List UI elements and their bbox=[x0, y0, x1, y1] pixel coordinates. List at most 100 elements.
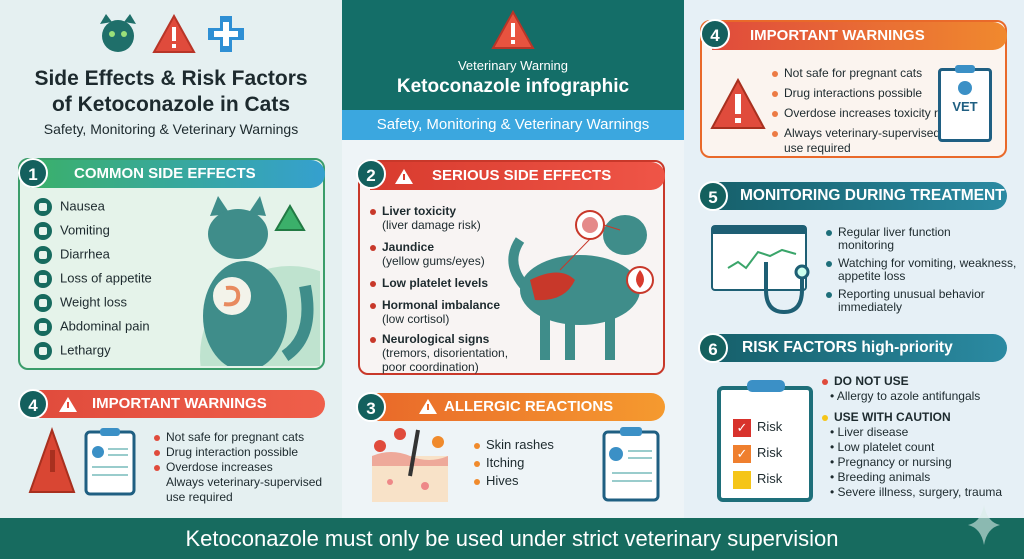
warnings-right-list: Not safe for pregnant cats Drug interact… bbox=[772, 66, 953, 156]
lying-cat-icon bbox=[34, 342, 52, 360]
center-title: Ketoconazole infographic bbox=[396, 76, 630, 97]
stomach-icon bbox=[34, 198, 52, 216]
warning-icon bbox=[419, 399, 437, 414]
common-side-effects-card: COMMON SIDE EFFECTS Nausea Vomiting Diar… bbox=[18, 158, 325, 370]
list-item: Reporting unusual behavior immediately bbox=[826, 288, 1016, 314]
card-title: IMPORTANT WARNINGS bbox=[712, 22, 1007, 50]
list-item: Always veterinary-supervised bbox=[772, 126, 953, 141]
food-bowl-icon bbox=[34, 270, 52, 288]
warning-icon bbox=[395, 169, 413, 184]
list-item: Weight loss bbox=[34, 294, 152, 318]
title-line-1: Side Effects & Risk Factors bbox=[34, 67, 308, 90]
center-subtitle: Safety, Monitoring & Veterinary Warnings bbox=[342, 110, 684, 140]
important-warnings-left-title: IMPORTANT WARNINGS bbox=[30, 390, 325, 418]
monitor-icon bbox=[711, 225, 807, 291]
list-item: use required bbox=[784, 141, 851, 155]
scale-icon bbox=[34, 294, 52, 312]
list-item: Drug interactions possible bbox=[772, 86, 953, 101]
card-title: SERIOUS SIDE EFFECTS bbox=[370, 162, 665, 190]
page-title: Side Effects & Risk Factors of Ketoconaz… bbox=[0, 66, 342, 118]
list-item: Hives bbox=[474, 472, 554, 490]
checklist-item: ✓ Risk bbox=[733, 414, 782, 440]
list-item: Not safe for pregnant cats bbox=[772, 66, 953, 81]
footer-banner: Ketoconazole must only be used under str… bbox=[0, 518, 1024, 559]
list-item: • Low platelet count bbox=[830, 440, 935, 454]
list-item: Not safe for pregnant cats bbox=[154, 430, 322, 445]
vet-clipboard-icon: VET bbox=[938, 65, 992, 142]
monitoring-title: MONITORING DURING TREATMENT bbox=[712, 182, 1007, 210]
list-item: Abdominal pain bbox=[34, 318, 152, 342]
list-item: Regular liver function monitoring bbox=[826, 226, 1016, 252]
serious-list: Liver toxicity (liver damage risk) Jaundi… bbox=[370, 204, 508, 374]
warning-icon bbox=[59, 397, 77, 412]
section-number: 4 bbox=[700, 19, 730, 49]
list-item: Nausea bbox=[34, 198, 152, 222]
warning-triangle-icon bbox=[710, 78, 766, 129]
checklist-item: ✓ Risk bbox=[733, 440, 782, 466]
card-title: COMMON SIDE EFFECTS bbox=[30, 160, 325, 188]
stomach-icon bbox=[211, 275, 253, 317]
warning-triangle-icon bbox=[274, 204, 306, 231]
center-kicker: Veterinary Warning bbox=[457, 58, 569, 73]
section-number: 2 bbox=[356, 159, 386, 189]
section-number: 3 bbox=[356, 392, 386, 422]
page-subtitle: Safety, Monitoring & Veterinary Warnings bbox=[43, 121, 299, 137]
cat-organs-illustration bbox=[508, 210, 654, 360]
do-not-use-heading: DO NOT USE bbox=[822, 374, 1002, 389]
clipboard-icon bbox=[84, 430, 136, 496]
list-item: Liver toxicity (liver damage risk) bbox=[370, 204, 508, 232]
checkbox-empty-icon bbox=[733, 470, 751, 489]
list-item: Hormonal imbalance (low cortisol) bbox=[370, 298, 508, 326]
list-item: Low platelet levels bbox=[370, 276, 508, 290]
list-item: Drug interaction possible bbox=[154, 445, 322, 460]
cat-face-icon bbox=[100, 14, 136, 52]
list-item: Overdose increases toxicity risk bbox=[772, 106, 953, 121]
section-number: 6 bbox=[698, 333, 728, 363]
sparkle-icon bbox=[968, 505, 1000, 545]
important-warnings-right-card: IMPORTANT WARNINGS Not safe for pregnant… bbox=[700, 20, 1007, 158]
sleepy-cat-illustration bbox=[200, 196, 320, 366]
section-number: 4 bbox=[18, 389, 48, 419]
chart-line-icon bbox=[727, 248, 797, 270]
monitor-stethoscope-illustration bbox=[711, 225, 810, 315]
warning-clipboard-illustration bbox=[28, 427, 136, 496]
warning-triangle-icon bbox=[152, 14, 196, 53]
center-header: Veterinary Warning Ketoconazole infograp… bbox=[342, 0, 684, 110]
list-item: • Allergy to azole antifungals bbox=[830, 389, 981, 403]
section-number: 1 bbox=[18, 158, 48, 188]
list-item: use required bbox=[166, 490, 233, 504]
warning-triangle-icon bbox=[491, 10, 535, 49]
common-list: Nausea Vomiting Diarrhea Loss of appetit… bbox=[34, 198, 152, 366]
checklist: ✓ Risk ✓ Risk Risk bbox=[733, 414, 782, 492]
list-item: Loss of appetite bbox=[34, 270, 152, 294]
important-warnings-left-list: Not safe for pregnant cats Drug interact… bbox=[154, 430, 322, 505]
stethoscope-icon bbox=[764, 262, 804, 315]
serious-side-effects-card: SERIOUS SIDE EFFECTS Liver toxicity (live… bbox=[358, 160, 665, 375]
clipboard-icon bbox=[602, 427, 660, 502]
pain-icon bbox=[34, 318, 52, 336]
title-line-2: of Ketoconazole in Cats bbox=[51, 93, 291, 116]
skin-rash-illustration bbox=[372, 428, 448, 502]
list-item: Diarrhea bbox=[34, 246, 152, 270]
allergic-reactions-title: ALLERGIC REACTIONS bbox=[370, 393, 665, 421]
list-item: • Pregnancy or nursing bbox=[830, 455, 952, 469]
monitoring-list: Regular liver function monitoring Watchin… bbox=[826, 226, 1016, 314]
risk-checklist-clipboard: ✓ Risk ✓ Risk Risk bbox=[717, 380, 813, 502]
vomiting-icon bbox=[34, 222, 52, 240]
list-item: • Liver disease bbox=[830, 425, 909, 439]
list-item: Jaundice (yellow gums/eyes) bbox=[370, 240, 508, 268]
list-item: • Severe illness, surgery, trauma bbox=[830, 485, 1003, 499]
list-item: Itching bbox=[474, 454, 554, 472]
section-number: 5 bbox=[698, 181, 728, 211]
diarrhea-icon bbox=[34, 246, 52, 264]
caution-heading: USE WITH CAUTION bbox=[822, 410, 1002, 425]
liver-icon bbox=[530, 272, 575, 301]
risk-list: DO NOT USE • Allergy to azole antifungal… bbox=[822, 374, 1002, 500]
allergic-list: Skin rashes Itching Hives bbox=[474, 436, 554, 490]
medical-cross-icon bbox=[208, 16, 244, 52]
checkbox-checked-icon: ✓ bbox=[733, 418, 751, 437]
checkbox-checked-icon: ✓ bbox=[733, 444, 751, 463]
list-item: Lethargy bbox=[34, 342, 152, 366]
header-icons bbox=[100, 14, 244, 53]
risk-factors-title: RISK FACTORS high-priority bbox=[712, 334, 1007, 362]
